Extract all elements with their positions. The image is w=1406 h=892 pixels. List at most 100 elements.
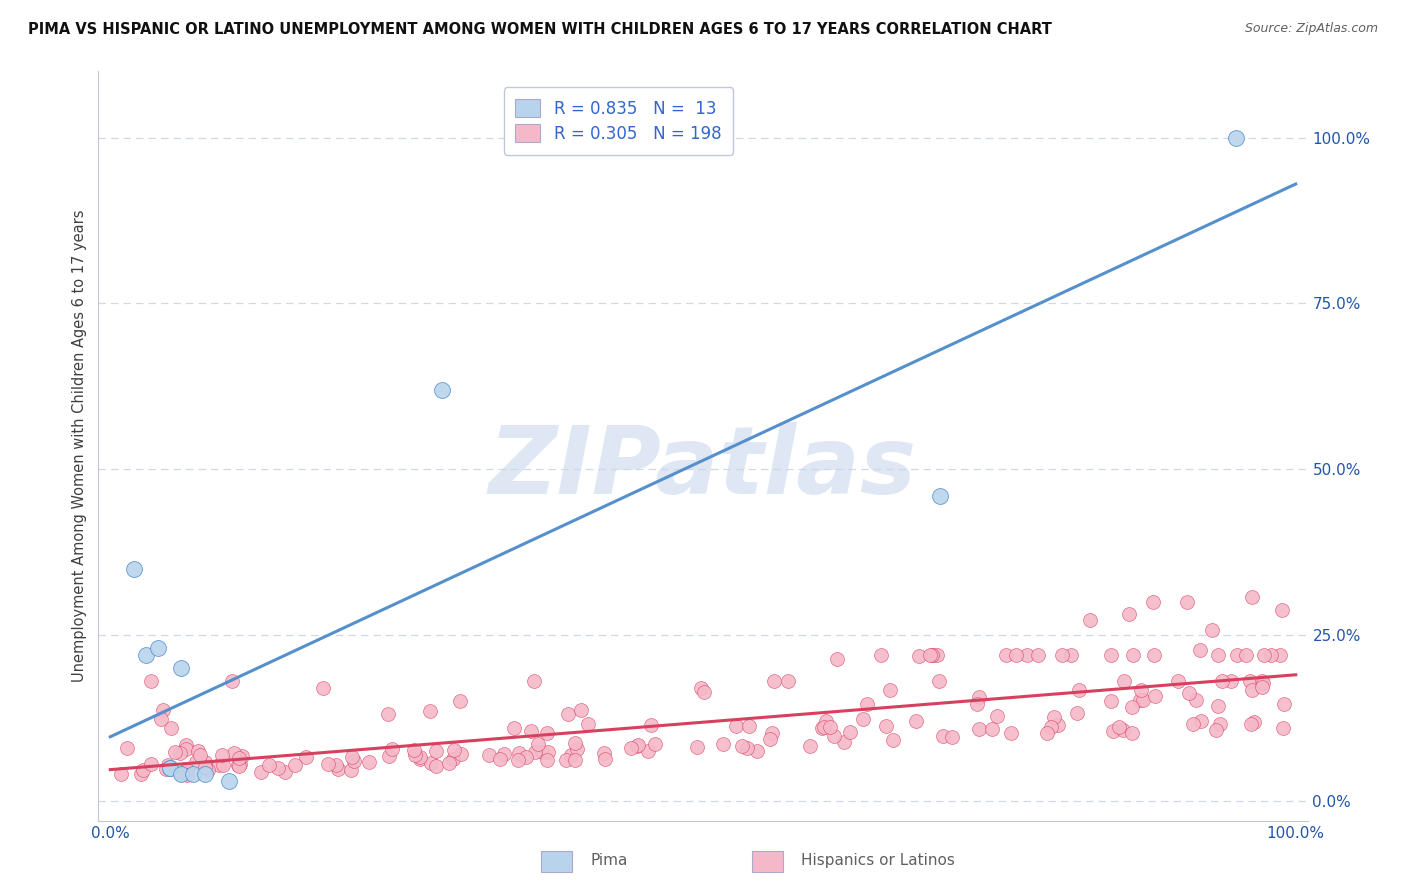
Point	[515, 750, 537, 764]
Point	[967, 690, 990, 704]
Point	[1189, 642, 1212, 657]
Point	[378, 748, 401, 763]
Point	[523, 745, 546, 759]
Point	[187, 744, 209, 758]
Point	[508, 746, 530, 760]
Point	[1226, 648, 1249, 662]
Point	[316, 757, 339, 772]
Point	[1067, 683, 1090, 698]
Point	[927, 648, 949, 662]
Point	[818, 720, 841, 734]
Point	[1099, 648, 1122, 662]
Point	[404, 747, 426, 762]
Point	[1240, 682, 1263, 697]
Point	[776, 674, 799, 689]
Point	[690, 681, 713, 695]
Point	[1122, 648, 1144, 662]
Point	[267, 760, 290, 774]
Point	[1167, 674, 1189, 689]
Y-axis label: Unemployment Among Women with Children Ages 6 to 17 years: Unemployment Among Women with Children A…	[72, 210, 87, 682]
Point	[425, 759, 447, 773]
Point	[907, 648, 929, 663]
Point	[1253, 648, 1275, 662]
Point	[941, 730, 963, 744]
Point	[1046, 718, 1069, 732]
Text: Source: ZipAtlas.com: Source: ZipAtlas.com	[1244, 22, 1378, 36]
Point	[593, 746, 616, 760]
Point	[686, 739, 709, 754]
Point	[1251, 680, 1274, 694]
Point	[231, 748, 253, 763]
Point	[170, 767, 193, 781]
Point	[404, 743, 426, 757]
Point	[1243, 714, 1265, 729]
Point	[409, 749, 432, 764]
Point	[980, 722, 1002, 736]
Point	[626, 738, 648, 752]
Point	[208, 758, 231, 772]
Point	[852, 712, 875, 726]
Point	[211, 747, 233, 762]
Point	[146, 641, 169, 656]
Point	[218, 773, 240, 788]
Point	[273, 765, 295, 780]
Point	[1102, 724, 1125, 739]
Point	[212, 758, 235, 772]
Point	[869, 648, 891, 662]
Point	[620, 740, 643, 755]
Point	[1250, 674, 1272, 689]
Point	[560, 747, 582, 762]
Point	[1099, 694, 1122, 708]
Point	[882, 733, 904, 747]
Point	[284, 757, 307, 772]
Text: Hispanics or Latinos: Hispanics or Latinos	[801, 854, 955, 868]
Point	[735, 741, 758, 756]
Point	[155, 762, 177, 776]
Point	[640, 718, 662, 732]
Point	[731, 739, 754, 754]
Point	[815, 714, 838, 729]
Point	[381, 742, 404, 756]
Point	[825, 652, 848, 666]
Point	[855, 697, 877, 711]
Text: Pima: Pima	[591, 854, 628, 868]
Point	[170, 661, 193, 675]
Point	[489, 752, 512, 766]
Point	[537, 745, 560, 759]
Point	[221, 674, 243, 689]
Point	[1225, 130, 1247, 145]
Point	[450, 747, 472, 762]
Point	[1004, 648, 1026, 662]
Point	[839, 725, 862, 739]
Point	[122, 562, 145, 576]
Point	[377, 707, 399, 722]
Point	[228, 758, 250, 772]
Point	[1189, 714, 1212, 728]
Point	[576, 717, 599, 731]
Point	[762, 674, 785, 689]
Point	[1239, 674, 1261, 689]
Point	[477, 747, 499, 762]
Point	[441, 752, 464, 766]
Point	[1271, 721, 1294, 735]
Point	[564, 753, 586, 767]
Point	[152, 703, 174, 717]
Point	[1209, 717, 1232, 731]
Point	[115, 741, 138, 756]
Point	[986, 709, 1008, 723]
Point	[1206, 648, 1229, 662]
Point	[339, 763, 361, 777]
Point	[995, 648, 1018, 662]
Point	[565, 742, 588, 756]
Point	[920, 648, 942, 662]
Point	[357, 755, 380, 769]
Point	[813, 720, 835, 734]
Point	[176, 768, 198, 782]
Point	[531, 745, 554, 759]
Point	[921, 648, 943, 662]
Point	[194, 755, 217, 769]
Point	[184, 755, 207, 769]
Point	[224, 746, 246, 760]
Point	[747, 744, 769, 758]
Point	[1129, 683, 1152, 698]
